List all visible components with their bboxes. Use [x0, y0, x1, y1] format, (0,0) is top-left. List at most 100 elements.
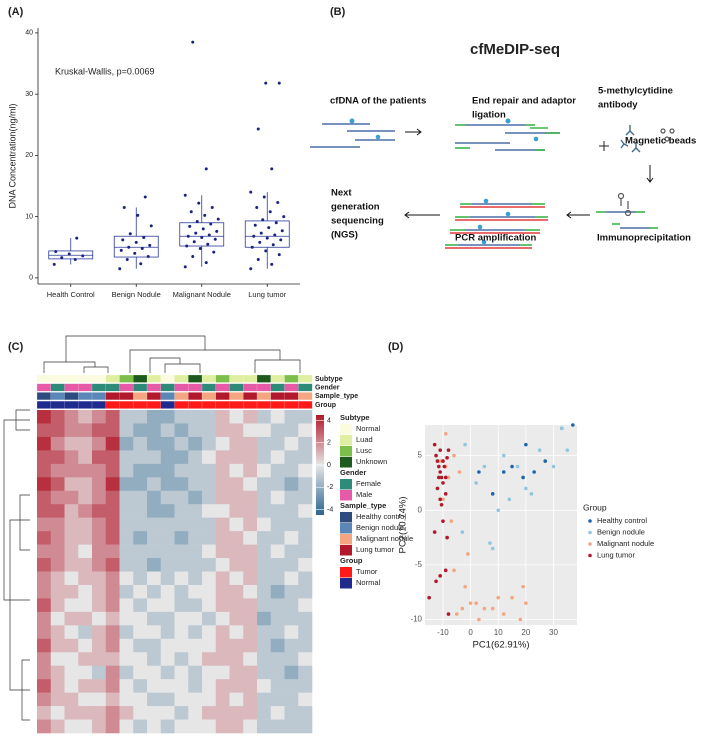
annotation-cell [201, 401, 217, 409]
annotation-cell [105, 392, 120, 400]
data-point [441, 459, 445, 463]
heatmap-cell [229, 652, 244, 667]
heatmap-cell [92, 410, 107, 424]
heatmap-cell [270, 558, 285, 572]
data-point [125, 258, 129, 262]
data-point [192, 240, 196, 244]
data-point [482, 464, 487, 469]
annotation-cell [64, 392, 79, 400]
legend-swatch [340, 424, 352, 435]
heatmap-cell [188, 692, 203, 707]
heatmap-cell [160, 625, 175, 640]
heatmap-cell [50, 652, 65, 667]
data-point [142, 235, 146, 239]
data-point [195, 220, 199, 224]
heatmap-cell [298, 450, 313, 465]
annotation-cell [243, 374, 258, 383]
heatmap-cell [133, 490, 148, 505]
heatmap-cell [298, 584, 313, 599]
legend-swatch [340, 567, 352, 578]
data-point [445, 455, 449, 460]
heatmap-cell [133, 679, 148, 693]
heatmap-cell [270, 679, 285, 693]
annotation-cell [215, 401, 230, 409]
data-point [463, 584, 467, 589]
heatmap-cell [229, 598, 244, 613]
data-point [188, 224, 192, 228]
heatmap-cell [37, 463, 52, 478]
heatmap-cell [284, 436, 299, 451]
heatmap-cell [215, 706, 230, 720]
annotation-cell [91, 401, 107, 409]
data-point [198, 246, 202, 250]
data-point [439, 502, 444, 507]
heatmap-cell [147, 410, 162, 424]
data-point [122, 205, 126, 209]
annotation-cell [215, 383, 230, 392]
heatmap-cell [37, 679, 52, 693]
step-label: (NGS) [331, 230, 358, 241]
heatmap-cell [298, 531, 313, 545]
heatmap-cell [78, 477, 93, 492]
heatmap-cell [270, 692, 285, 707]
heatmap-cell [270, 665, 285, 680]
heatmap-cell [119, 517, 134, 532]
heatmap-cell [78, 558, 93, 572]
step-label: Magnetic beads [625, 136, 696, 147]
heatmap-cell [188, 652, 203, 667]
data-point [67, 252, 71, 256]
heatmap-cell [147, 423, 162, 438]
heatmap-cell [64, 423, 79, 438]
data-point [149, 224, 153, 228]
data-point [490, 546, 495, 551]
heatmap-cell [37, 423, 52, 438]
heatmap-cell [160, 544, 175, 559]
heatmap-cell [64, 544, 79, 559]
heatmap-cell [284, 410, 299, 424]
heatmap-cell [298, 706, 313, 720]
step-label: PCR amplification [455, 233, 536, 244]
heatmap-cell [50, 517, 65, 532]
data-point [200, 235, 204, 239]
data-point [146, 254, 150, 258]
heatmap-cell [188, 719, 203, 734]
heatmap-cell [215, 652, 230, 667]
heatmap-cell [298, 558, 313, 572]
annotation-cell [64, 374, 79, 383]
data-point [204, 167, 208, 171]
data-point [215, 229, 219, 233]
heatmap-cell [202, 571, 217, 586]
heatmap-cell [37, 544, 52, 559]
heatmap-cell [202, 692, 217, 707]
heatmap-cell [133, 598, 148, 613]
annotation-cell [36, 383, 52, 392]
heatmap-cell [119, 611, 134, 626]
heatmap-cell [64, 584, 79, 599]
heatmap-cell [257, 719, 272, 734]
heatmap-cell [257, 423, 272, 438]
annotation-cell [50, 392, 65, 400]
heatmap-cell [133, 423, 148, 438]
annotation-cell [188, 374, 203, 383]
data-point [501, 470, 506, 474]
heatmap-cell [64, 611, 79, 626]
legend-swatch [340, 479, 352, 490]
heatmap-cell [78, 490, 93, 505]
heatmap-cell [147, 544, 162, 559]
data-point [468, 601, 473, 605]
heatmap-cell [105, 504, 120, 518]
data-point [282, 215, 286, 219]
heatmap-cell [270, 625, 285, 640]
heatmap-cell [50, 598, 65, 613]
annotation-cell [133, 374, 148, 383]
heatmap-cell [50, 611, 65, 626]
heatmap-cell [188, 504, 203, 518]
annotation-cell [215, 392, 230, 400]
heatmap-cell [202, 504, 217, 518]
heatmap-cell [78, 571, 93, 586]
annotation-cell [229, 374, 244, 383]
heatmap-cell [147, 584, 162, 599]
annotation-cell [284, 383, 299, 392]
heatmap-cell [257, 504, 272, 518]
heatmap-cell [270, 410, 285, 424]
